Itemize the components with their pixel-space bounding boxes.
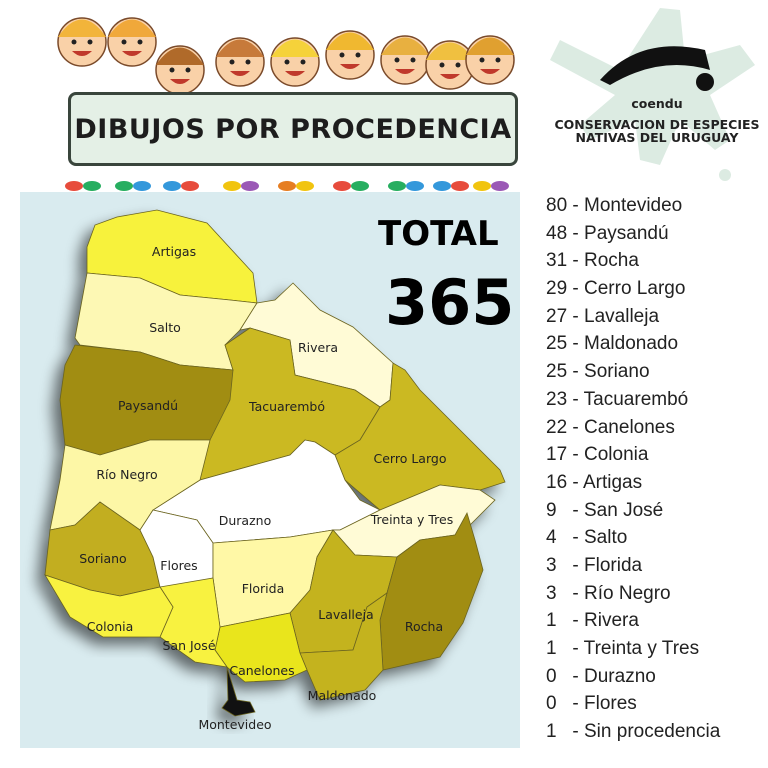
child-figure [215, 37, 265, 191]
region-label-artigas: Artigas [152, 244, 196, 259]
region-label-rivera: Rivera [298, 340, 338, 355]
region-label-colonia: Colonia [87, 619, 134, 634]
list-item: 29 - Cerro Largo [546, 278, 686, 300]
region-label-maldonado: Maldonado [308, 688, 377, 703]
list-item: 23 - Tacuarembó [546, 388, 689, 410]
child-figure [107, 17, 157, 191]
list-item: 22 - Canelones [546, 416, 675, 438]
list-item: 3 - Florida [546, 554, 643, 576]
list-item: 3 - Río Negro [546, 582, 671, 604]
child-figure [465, 35, 515, 191]
list-item: 27 - Lavalleja [546, 305, 660, 327]
region-colonia [44, 574, 174, 638]
list-item: 17 - Colonia [546, 444, 649, 466]
region-label-salto: Salto [149, 320, 181, 335]
list-item: 9 - San José [546, 499, 664, 521]
list-item: 1 - Sin procedencia [546, 721, 721, 743]
list-item: 31 - Rocha [546, 250, 639, 272]
region-montevideo [221, 666, 256, 717]
total-label: TOTAL [378, 214, 499, 254]
region-label-soriano: Soriano [79, 551, 126, 566]
logo-tagline: NATIVAS DEL URUGUAY [576, 130, 740, 145]
child-figure [325, 30, 375, 191]
region-label-montevideo: Montevideo [198, 717, 271, 732]
page-title: DIBUJOS POR PROCEDENCIA [74, 113, 512, 145]
region-label-lavalleja: Lavalleja [318, 607, 373, 622]
region-label-rocha: Rocha [405, 619, 443, 634]
child-figure [155, 45, 205, 191]
list-item: 1 - Treinta y Tres [546, 638, 700, 659]
region-label-san-jose: San José [162, 638, 215, 653]
count-list: 80 - Montevideo 48 - Paysandú 31 - Rocha 29… [546, 192, 720, 746]
logo-tagline: CONSERVACION DE ESPECIES [554, 117, 759, 132]
total-value: 365 [385, 266, 515, 339]
list-item: 25 - Soriano [546, 361, 650, 383]
list-item: 0 - Durazno [546, 665, 656, 687]
list-item: 80 - Montevideo [546, 195, 683, 216]
region-label-tacuarembo: Tacuarembó [248, 399, 325, 414]
child-figure [380, 35, 430, 191]
region-cerro-largo [334, 362, 506, 511]
region-label-canelones: Canelones [229, 663, 294, 678]
child-figure [270, 37, 320, 191]
region-label-cerro-largo: Cerro Largo [374, 451, 447, 466]
region-label-paysandu: Paysandú [118, 398, 178, 413]
porcupine-icon [600, 46, 710, 85]
region-label-durazno: Durazno [219, 513, 271, 528]
header-illustration: DIBUJOS POR PROCEDENCIA [20, 0, 530, 192]
region-label-florida: Florida [242, 581, 285, 596]
list-item: 4 - Salto [546, 527, 628, 549]
region-label-flores: Flores [160, 558, 197, 573]
child-figure [57, 17, 107, 191]
children-illustration [57, 17, 515, 191]
list-item: 1 - Rivera [546, 610, 639, 632]
region-label-rio-negro: Río Negro [96, 467, 157, 482]
title-banner: DIBUJOS POR PROCEDENCIA [68, 92, 518, 166]
list-item: 48 - Paysandú [546, 222, 669, 244]
logo-wordmark: coendu [631, 96, 682, 111]
list-item: 25 - Maldonado [546, 333, 679, 355]
list-item: 0 - Flores [546, 693, 637, 715]
coendu-logo: coendu CONSERVACION DE ESPECIES NATIVAS … [540, 0, 768, 190]
region-maldonado [299, 592, 388, 701]
list-item: 16 - Artigas [546, 471, 643, 493]
child-figure [425, 40, 475, 191]
region-label-treinta-y-tres: Treinta y Tres [370, 512, 454, 527]
